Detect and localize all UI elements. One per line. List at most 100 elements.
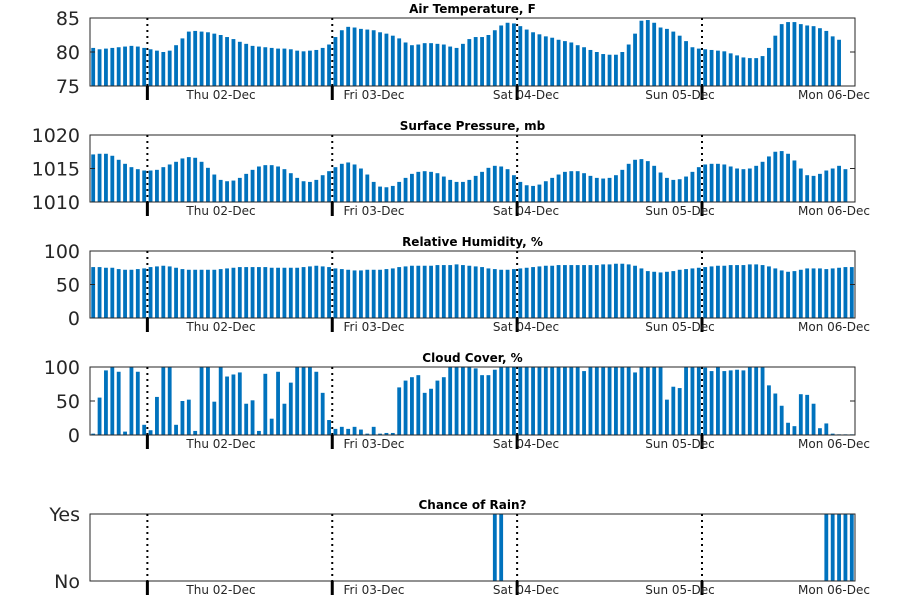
- bar: [91, 433, 96, 435]
- bar: [212, 33, 217, 86]
- bar: [231, 180, 236, 202]
- bar: [244, 43, 249, 86]
- bar: [333, 268, 338, 318]
- bar: [384, 432, 389, 435]
- bar: [633, 33, 637, 86]
- bar: [110, 267, 115, 318]
- bar: [276, 371, 280, 435]
- bar: [658, 172, 663, 202]
- bar: [104, 370, 108, 435]
- bar: [550, 177, 555, 202]
- bar: [779, 405, 784, 435]
- bar: [614, 367, 618, 435]
- bar: [684, 269, 688, 318]
- bar: [225, 181, 229, 202]
- bar: [716, 367, 720, 435]
- bar: [155, 50, 159, 86]
- bar: [448, 367, 453, 435]
- bar: [403, 177, 408, 202]
- bar: [684, 41, 688, 86]
- bar: [665, 271, 669, 318]
- chart-panel-4: Cloud Cover, % 0 50 100 Thu 02-Dec Fri 03-Dec…: [44, 351, 870, 451]
- chart-panel-3: Relative Humidity, % 0 50 100 Thu 02-Dec Fri …: [44, 235, 870, 334]
- bar: [186, 269, 191, 318]
- bar: [779, 151, 784, 202]
- x-tick-label: Thu 02-Dec: [185, 320, 255, 334]
- bar: [263, 267, 268, 318]
- bar: [314, 371, 319, 435]
- bar: [186, 157, 191, 202]
- bar: [722, 51, 727, 86]
- bar: [779, 24, 784, 86]
- bar: [767, 385, 771, 435]
- y-tick-label: 0: [68, 425, 80, 447]
- bar: [161, 265, 166, 318]
- bar: [288, 382, 293, 435]
- bar: [237, 41, 242, 86]
- bar: [645, 161, 650, 202]
- bar: [531, 185, 535, 202]
- bar: [295, 367, 300, 435]
- bar: [594, 265, 599, 318]
- bar: [830, 36, 835, 86]
- bar: [563, 41, 567, 86]
- x-tick-label: Thu 02-Dec: [185, 583, 255, 597]
- bar: [467, 367, 472, 435]
- bar: [473, 37, 478, 86]
- x-tick-label: Sat 04-Dec: [493, 320, 559, 334]
- bar: [811, 403, 816, 435]
- bar: [416, 171, 421, 202]
- x-tick-label: Thu 02-Dec: [185, 204, 255, 218]
- chart-panel-1: Air Temperature, F 75 80 85 Thu 02-Dec Fri 03…: [56, 2, 870, 102]
- bar: [352, 27, 357, 86]
- bar: [148, 267, 153, 318]
- bar: [665, 28, 669, 87]
- bar: [339, 269, 344, 318]
- bar: [773, 151, 778, 202]
- bar: [346, 269, 351, 318]
- bar: [588, 175, 593, 202]
- bar: [786, 22, 790, 86]
- bar: [269, 418, 274, 435]
- bar: [110, 47, 115, 86]
- bar: [480, 267, 484, 318]
- bar: [633, 372, 637, 435]
- bar: [837, 514, 841, 581]
- bar: [257, 46, 261, 86]
- bar: [843, 169, 848, 202]
- bar: [747, 367, 752, 435]
- bar: [467, 265, 472, 318]
- bar: [645, 367, 650, 435]
- bar: [454, 264, 459, 318]
- bar: [327, 44, 331, 86]
- bar: [435, 380, 440, 435]
- bar: [537, 34, 542, 86]
- bar: [556, 39, 561, 86]
- bar: [709, 163, 714, 202]
- bar: [454, 181, 459, 202]
- x-tick-label: Mon 06-Dec: [798, 583, 870, 597]
- bar: [499, 269, 504, 318]
- bar: [486, 35, 491, 86]
- bar: [735, 168, 739, 202]
- bar: [696, 367, 701, 435]
- bar: [594, 367, 599, 435]
- bar: [620, 169, 625, 202]
- bar: [346, 428, 351, 435]
- bar: [218, 269, 223, 318]
- bar: [677, 269, 682, 318]
- bar: [492, 30, 497, 87]
- bar: [499, 514, 504, 581]
- bar: [461, 367, 465, 435]
- bar: [601, 54, 606, 86]
- chart-title: Chance of Rain?: [418, 498, 526, 512]
- bar: [237, 372, 242, 435]
- bar: [499, 166, 504, 202]
- bar: [288, 49, 293, 86]
- bar: [767, 47, 771, 86]
- bar: [327, 171, 331, 202]
- bar: [652, 165, 657, 202]
- bar: [320, 266, 325, 318]
- bar: [269, 267, 274, 318]
- bar: [824, 514, 829, 581]
